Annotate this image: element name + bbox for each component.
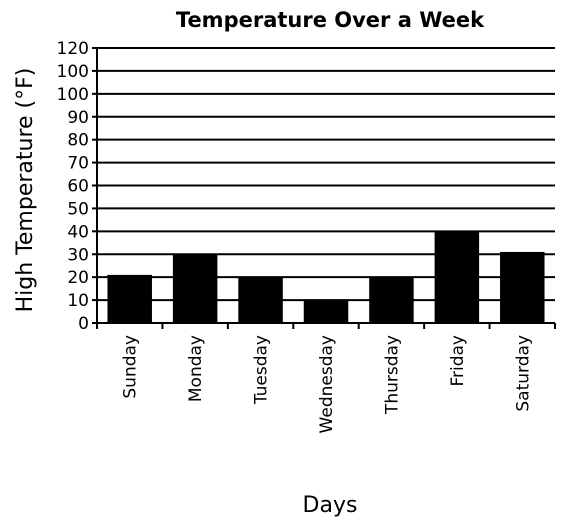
bar	[107, 274, 152, 323]
y-tick-label: 10	[67, 291, 89, 311]
y-tick-label: 100	[57, 62, 89, 82]
y-tick-label: 120	[57, 39, 89, 59]
y-tick-label: 90	[67, 108, 89, 128]
x-tick-label: Saturday	[513, 335, 533, 412]
x-tick-label: Monday	[186, 335, 206, 402]
y-tick-label: 70	[67, 154, 89, 174]
y-tick-label: 100	[57, 85, 89, 105]
y-tick-label: 30	[67, 245, 89, 265]
y-tick-label: 40	[67, 222, 89, 242]
bar	[500, 251, 545, 323]
bar	[434, 231, 480, 323]
x-tick-label: Friday	[448, 335, 468, 387]
bar	[369, 277, 414, 323]
bar	[303, 300, 349, 323]
x-tick-label: Tuesday	[252, 335, 272, 405]
y-tick-label: 50	[67, 199, 89, 219]
x-tick-label: Thursday	[382, 335, 402, 415]
y-tick-label: 60	[67, 177, 89, 197]
y-tick-label: 0	[78, 314, 89, 334]
y-tick-label: 20	[67, 268, 89, 288]
x-axis-label: Days	[303, 493, 358, 518]
x-tick-label: Wednesday	[317, 335, 337, 433]
y-tick-label: 80	[67, 131, 89, 151]
chart-title: Temperature Over a Week	[176, 8, 485, 32]
y-axis-label: High Temperature (°F)	[13, 68, 38, 313]
bar	[172, 254, 218, 323]
x-tick-label: Sunday	[121, 335, 141, 399]
bar	[238, 277, 283, 323]
